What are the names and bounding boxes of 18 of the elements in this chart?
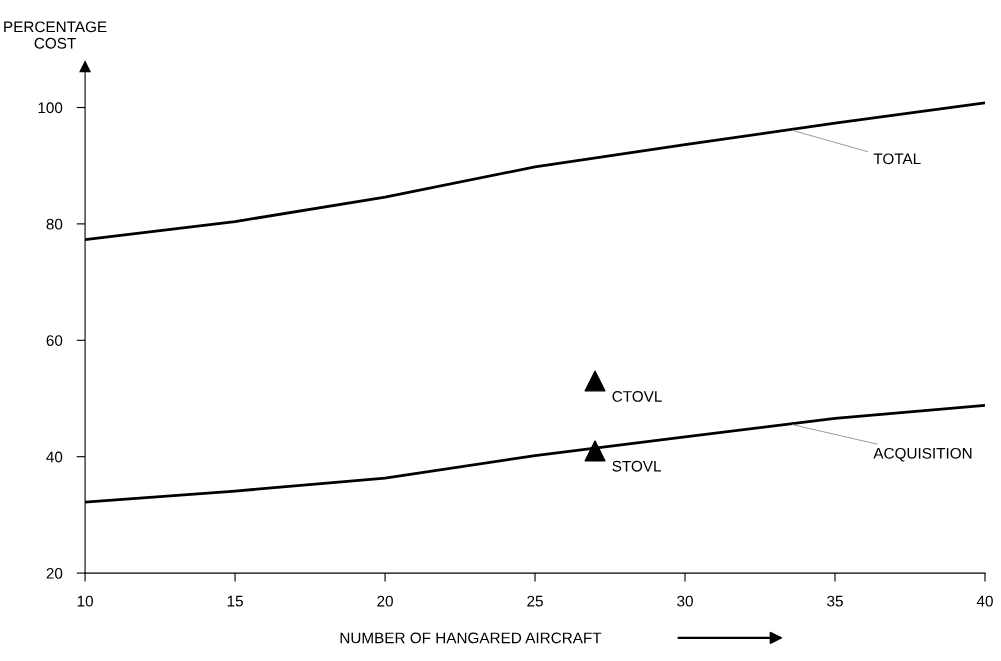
- x-tick-label: 25: [527, 595, 543, 607]
- y-tick-label: 80: [46, 218, 63, 230]
- y-tick-label: 40: [46, 451, 63, 463]
- series-label: STOVL: [612, 460, 662, 472]
- x-tick-label: 20: [377, 595, 393, 607]
- annotation: TOTAL: [873, 153, 921, 165]
- x-axis-title: NUMBER OF HANGARED AIRCRAFT: [340, 632, 602, 644]
- y-tick-label: 100: [38, 102, 63, 114]
- x-tick-label: 35: [827, 595, 843, 607]
- x-tick-label: 10: [77, 595, 93, 607]
- x-tick-label: 15: [227, 595, 243, 607]
- y-tick-label: 60: [46, 335, 63, 346]
- y-tick-label: 20: [46, 567, 63, 579]
- x-tick-label: 40: [976, 595, 993, 607]
- annotation: ACQUISITION: [873, 447, 972, 462]
- y-axis-title: PERCENTAGE COST: [4, 21, 107, 49]
- series-label: CTOVL: [612, 390, 662, 402]
- x-tick-label: 30: [677, 595, 693, 607]
